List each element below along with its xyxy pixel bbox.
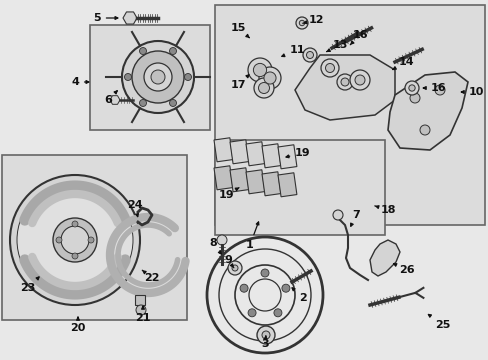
Circle shape — [253, 78, 273, 98]
Circle shape — [72, 253, 78, 259]
Bar — [135, 295, 145, 305]
Text: 16: 16 — [349, 30, 367, 45]
Circle shape — [282, 284, 289, 292]
Circle shape — [124, 73, 131, 81]
Circle shape — [257, 326, 274, 344]
Circle shape — [132, 51, 183, 103]
Circle shape — [332, 210, 342, 220]
Text: 22: 22 — [142, 270, 160, 283]
Circle shape — [261, 269, 268, 277]
Polygon shape — [369, 240, 399, 276]
Circle shape — [247, 309, 256, 317]
Circle shape — [53, 218, 97, 262]
Circle shape — [136, 305, 146, 315]
Text: 9: 9 — [224, 255, 233, 268]
Bar — [278, 145, 296, 169]
Text: 7: 7 — [350, 210, 359, 226]
Bar — [215, 5, 484, 225]
Circle shape — [273, 309, 282, 317]
Text: 20: 20 — [70, 317, 85, 333]
Circle shape — [354, 75, 364, 85]
Bar — [2, 155, 186, 320]
Circle shape — [72, 221, 78, 227]
Circle shape — [409, 93, 419, 103]
Text: 1: 1 — [245, 222, 258, 250]
Circle shape — [434, 85, 444, 95]
Text: 4: 4 — [71, 77, 89, 87]
Text: 3: 3 — [261, 336, 268, 349]
Circle shape — [306, 51, 313, 58]
Text: 11: 11 — [281, 45, 304, 57]
Circle shape — [295, 17, 307, 29]
Circle shape — [139, 48, 146, 54]
Circle shape — [143, 63, 172, 91]
Bar — [90, 25, 209, 130]
Circle shape — [169, 48, 176, 54]
Polygon shape — [123, 12, 137, 24]
Text: 14: 14 — [392, 57, 413, 69]
Bar — [229, 140, 248, 164]
Text: 26: 26 — [393, 264, 414, 275]
Bar — [262, 172, 280, 196]
Circle shape — [336, 74, 352, 90]
Circle shape — [349, 70, 369, 90]
Circle shape — [419, 125, 429, 135]
Circle shape — [258, 82, 269, 94]
Circle shape — [169, 99, 176, 107]
Text: 17: 17 — [230, 75, 248, 90]
Circle shape — [404, 81, 418, 95]
Text: 23: 23 — [20, 277, 39, 293]
Circle shape — [303, 48, 316, 62]
Bar — [214, 166, 232, 190]
Bar — [214, 138, 232, 162]
Circle shape — [17, 182, 133, 298]
Circle shape — [122, 41, 194, 113]
Circle shape — [264, 72, 276, 84]
Circle shape — [88, 237, 94, 243]
Circle shape — [139, 99, 146, 107]
Text: 10: 10 — [461, 87, 483, 97]
Circle shape — [325, 63, 334, 72]
Circle shape — [320, 59, 338, 77]
Text: 5: 5 — [93, 13, 118, 23]
Text: 6: 6 — [104, 91, 117, 105]
Circle shape — [56, 237, 62, 243]
Text: 16: 16 — [423, 83, 445, 93]
Text: 2: 2 — [291, 288, 306, 303]
Bar — [229, 168, 248, 192]
Bar — [245, 142, 264, 166]
Circle shape — [259, 67, 281, 89]
Circle shape — [151, 70, 164, 84]
Text: 21: 21 — [135, 306, 150, 323]
Circle shape — [299, 20, 304, 26]
Circle shape — [61, 226, 89, 254]
Circle shape — [10, 175, 140, 305]
Text: 24: 24 — [127, 200, 142, 217]
Circle shape — [231, 265, 238, 271]
Polygon shape — [294, 55, 394, 120]
Circle shape — [247, 58, 271, 82]
Circle shape — [340, 78, 348, 86]
Circle shape — [217, 235, 226, 245]
Polygon shape — [387, 72, 467, 150]
Text: 18: 18 — [374, 205, 395, 215]
Text: 19: 19 — [218, 188, 239, 200]
Circle shape — [408, 85, 414, 91]
Text: 13: 13 — [326, 40, 347, 51]
Circle shape — [240, 284, 247, 292]
Bar — [245, 170, 264, 194]
Text: 19: 19 — [285, 148, 310, 158]
Circle shape — [184, 73, 191, 81]
Bar — [215, 140, 384, 235]
Circle shape — [253, 63, 266, 77]
Bar — [262, 144, 280, 168]
Text: 12: 12 — [302, 15, 323, 25]
Bar — [278, 173, 296, 197]
Polygon shape — [110, 96, 120, 104]
Text: 25: 25 — [427, 314, 450, 330]
Circle shape — [262, 331, 269, 339]
Text: 8: 8 — [209, 238, 221, 254]
Circle shape — [227, 261, 242, 275]
Text: 15: 15 — [230, 23, 249, 38]
